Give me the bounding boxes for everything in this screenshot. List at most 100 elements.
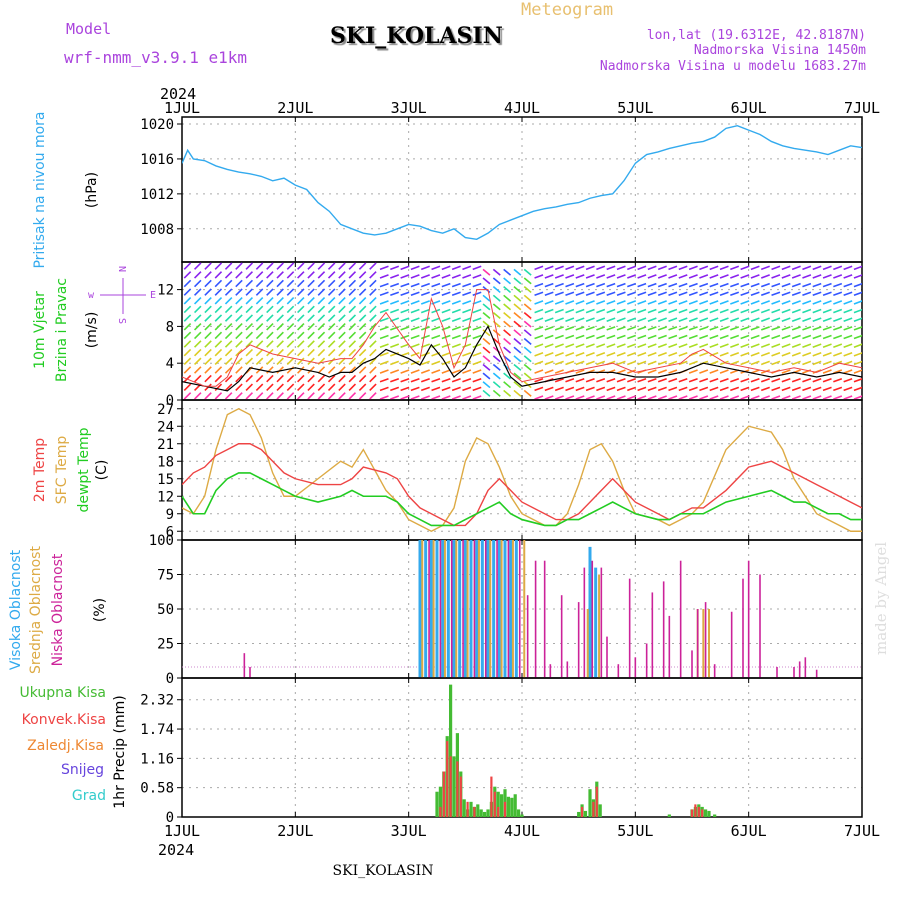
wind-arrow <box>585 308 595 314</box>
wind-arrow <box>338 374 346 383</box>
wind-arrow <box>255 305 264 314</box>
wind-arrow <box>462 300 472 305</box>
wind-arrow <box>730 282 740 288</box>
wind-arrow <box>410 265 420 271</box>
wind-arrow <box>400 308 410 314</box>
wind-arrow <box>688 265 698 271</box>
y-tick-label: 27 <box>157 402 174 418</box>
x-tick-label-top: 6JUL <box>731 99 767 117</box>
wind-arrow <box>235 279 243 288</box>
wind-arrow <box>627 317 637 322</box>
wind-arrow <box>255 392 264 400</box>
wind-arrow <box>338 383 346 391</box>
wind-arrow <box>431 377 441 383</box>
wind-arrow <box>637 291 647 297</box>
wind-arrow <box>719 352 729 357</box>
wind-arrow <box>853 386 862 392</box>
wind-arrow <box>668 369 678 374</box>
x-tick-label-bottom: 6JUL <box>731 822 767 840</box>
panel-frame <box>181 677 863 818</box>
wind-arrow <box>327 322 336 331</box>
compass-n: N <box>116 266 127 272</box>
wind-arrow <box>596 300 606 305</box>
wind-arrow <box>266 340 274 348</box>
wind-arrow <box>822 300 832 305</box>
wind-arrow <box>585 291 595 297</box>
wind-arrow <box>379 282 389 288</box>
wind-arrow <box>709 369 719 374</box>
wind-arrow <box>853 352 862 357</box>
wind-arrow <box>616 300 626 305</box>
model-elevation-text: Nadmorska Visina u modelu 1683.27m <box>600 59 866 74</box>
wind-arrow <box>730 386 740 392</box>
wind-arrow <box>585 326 595 331</box>
wind-arrow <box>647 300 657 305</box>
wind-arrow <box>358 348 367 357</box>
wind-arrow <box>245 314 254 322</box>
wind-arrow <box>709 386 719 392</box>
wind-arrow <box>750 308 760 314</box>
x-tick-label-bottom: 2JUL <box>277 822 313 840</box>
wind-arrow <box>431 369 441 374</box>
wind-arrow <box>802 317 812 322</box>
wind-arrow <box>348 348 357 357</box>
y-tick-label: 0.58 <box>140 781 174 797</box>
wind-arrow <box>781 308 791 314</box>
wind-arrow <box>596 308 606 314</box>
wind-arrow <box>194 340 202 348</box>
wind-arrow <box>420 334 430 340</box>
wind-arrow <box>699 300 709 305</box>
compass-w: w <box>88 290 95 301</box>
wind-arrow <box>678 377 688 383</box>
wind-arrow <box>276 366 284 374</box>
wind-arrow <box>554 386 564 392</box>
wind-arrow <box>688 291 698 297</box>
wind-arrow <box>668 282 678 288</box>
wind-arrow <box>307 340 315 348</box>
wind-arrow <box>771 291 781 297</box>
panel-pressure: 1008 1012 1016 1020 <box>140 116 863 263</box>
wind-arrow <box>544 386 554 392</box>
wind-arrow <box>472 308 482 314</box>
wind-arrow <box>214 357 223 366</box>
elevation-text: Nadmorska Visina 1450m <box>694 43 866 58</box>
wind-arrow <box>276 357 284 366</box>
wind-arrow <box>575 300 585 305</box>
wind-arrow <box>606 291 616 297</box>
wind-arrow <box>451 308 461 314</box>
wind-arrow <box>410 326 420 331</box>
wind-arrow <box>554 369 564 374</box>
wind-arrow <box>420 282 430 288</box>
wind-arrow <box>802 300 812 305</box>
wind-arrow <box>637 377 647 383</box>
wind-arrow <box>245 374 254 383</box>
wind-arrow <box>358 331 367 340</box>
wind-arrow <box>750 360 760 366</box>
wind-label-2: Brzina i Pravac <box>54 278 70 382</box>
wind-arrow <box>276 297 284 305</box>
wind-arrow <box>266 297 274 305</box>
wind-arrow <box>719 326 729 331</box>
wind-arrow <box>297 374 305 383</box>
wind-arrow <box>606 317 616 322</box>
wind-arrow <box>802 386 812 392</box>
wind-arrow <box>410 343 420 348</box>
wind-arrow <box>699 369 709 374</box>
wind-arrow <box>740 291 750 297</box>
wind-arrow <box>781 300 791 305</box>
wind-arrow <box>606 326 616 331</box>
wind-arrow <box>760 300 770 305</box>
wind-arrow <box>699 386 709 392</box>
wind-arrow <box>740 360 750 366</box>
wind-arrow <box>812 326 822 331</box>
wind-arrow <box>194 305 202 314</box>
wind-arrow <box>245 262 254 270</box>
wind-arrow <box>730 352 740 357</box>
wind-arrow <box>235 331 243 340</box>
wind-arrow <box>637 308 647 314</box>
wind-arrow <box>534 352 544 357</box>
wind-arrow <box>431 334 441 340</box>
wind-arrow <box>781 386 791 392</box>
wind-arrow <box>317 288 326 296</box>
temp2m-line <box>182 443 862 527</box>
